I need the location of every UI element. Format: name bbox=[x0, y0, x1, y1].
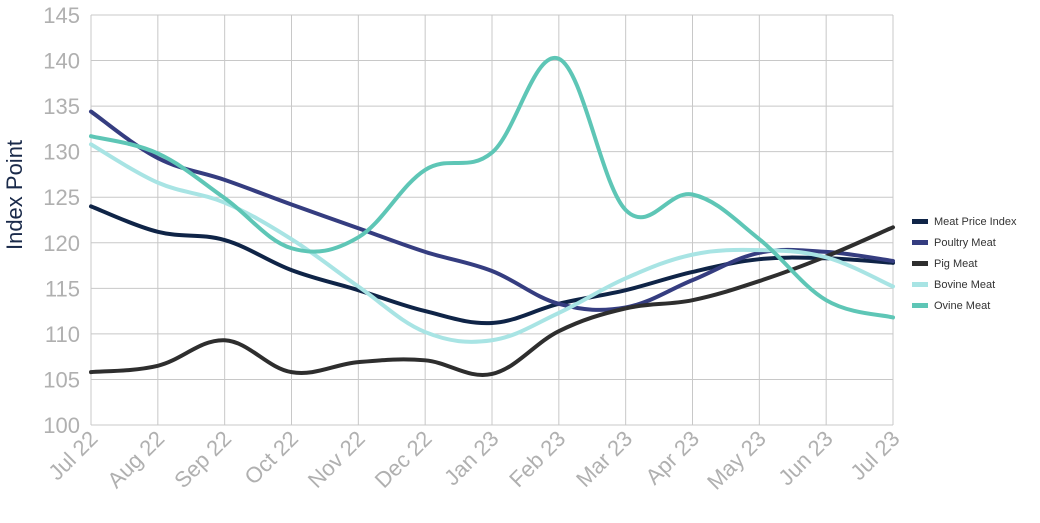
legend-item: Meat Price Index bbox=[912, 211, 1017, 232]
y-tick-label: 100 bbox=[43, 413, 80, 438]
x-tick-label: Aug 22 bbox=[102, 426, 169, 493]
y-tick-label: 105 bbox=[43, 367, 80, 392]
series-line-ovine-meat bbox=[89, 56, 895, 320]
series-line-poultry-meat bbox=[89, 109, 895, 312]
legend-label: Pig Meat bbox=[934, 257, 978, 270]
y-tick-label: 130 bbox=[43, 140, 80, 165]
legend-label: Poultry Meat bbox=[934, 236, 996, 249]
y-tick-labels: 100 105 110 115 120 125 130 135 140 145 bbox=[43, 3, 80, 438]
series-line-meat-price-index bbox=[89, 204, 895, 326]
x-tick-label: Feb 23 bbox=[504, 426, 570, 492]
y-tick-label: 140 bbox=[43, 49, 80, 74]
legend-item: Bovine Meat bbox=[912, 274, 1017, 295]
y-tick-label: 120 bbox=[43, 231, 80, 256]
x-tick-label: May 23 bbox=[702, 426, 771, 495]
grid bbox=[90, 14, 894, 426]
legend-label: Meat Price Index bbox=[934, 215, 1017, 228]
x-tick-label: Apr 23 bbox=[641, 426, 705, 490]
y-axis-label: Index Point bbox=[2, 140, 27, 250]
x-tick-label: Jun 23 bbox=[773, 426, 837, 490]
x-tick-labels: Jul 22 Aug 22 Sep 22 Oct 22 Nov 22 Dec 22 Jan … bbox=[43, 426, 904, 495]
series-lines bbox=[89, 56, 895, 377]
legend-item: Pig Meat bbox=[912, 253, 1017, 274]
legend: Meat Price Index Poultry Meat Pig Meat Bovi… bbox=[912, 211, 1017, 316]
legend-label: Bovine Meat bbox=[934, 278, 996, 291]
legend-swatch bbox=[912, 303, 928, 308]
y-tick-label: 125 bbox=[43, 185, 80, 210]
series-line-pig-meat bbox=[89, 225, 895, 377]
legend-item: Ovine Meat bbox=[912, 295, 1017, 316]
x-tick-label: Mar 23 bbox=[571, 426, 637, 492]
x-tick-label: Jan 23 bbox=[439, 426, 503, 490]
x-tick-label: Nov 22 bbox=[303, 426, 370, 493]
y-tick-label: 110 bbox=[45, 322, 80, 347]
legend-swatch bbox=[912, 282, 928, 287]
y-tick-label: 115 bbox=[45, 276, 80, 301]
x-tick-label: Jul 23 bbox=[845, 426, 904, 485]
x-tick-label: Dec 22 bbox=[370, 426, 437, 493]
y-tick-label: 145 bbox=[43, 3, 80, 28]
legend-item: Poultry Meat bbox=[912, 232, 1017, 253]
legend-label: Ovine Meat bbox=[934, 299, 991, 312]
series-line-bovine-meat bbox=[89, 142, 895, 344]
x-tick-label: Oct 22 bbox=[240, 426, 304, 490]
legend-swatch bbox=[912, 261, 928, 266]
y-tick-label: 135 bbox=[43, 94, 80, 119]
legend-swatch bbox=[912, 219, 928, 224]
x-tick-label: Sep 22 bbox=[169, 426, 236, 493]
legend-swatch bbox=[912, 240, 928, 245]
